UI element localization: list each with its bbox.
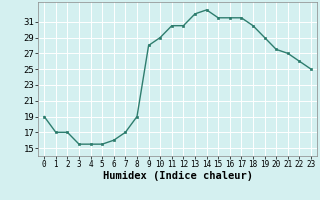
X-axis label: Humidex (Indice chaleur): Humidex (Indice chaleur)	[103, 171, 252, 181]
